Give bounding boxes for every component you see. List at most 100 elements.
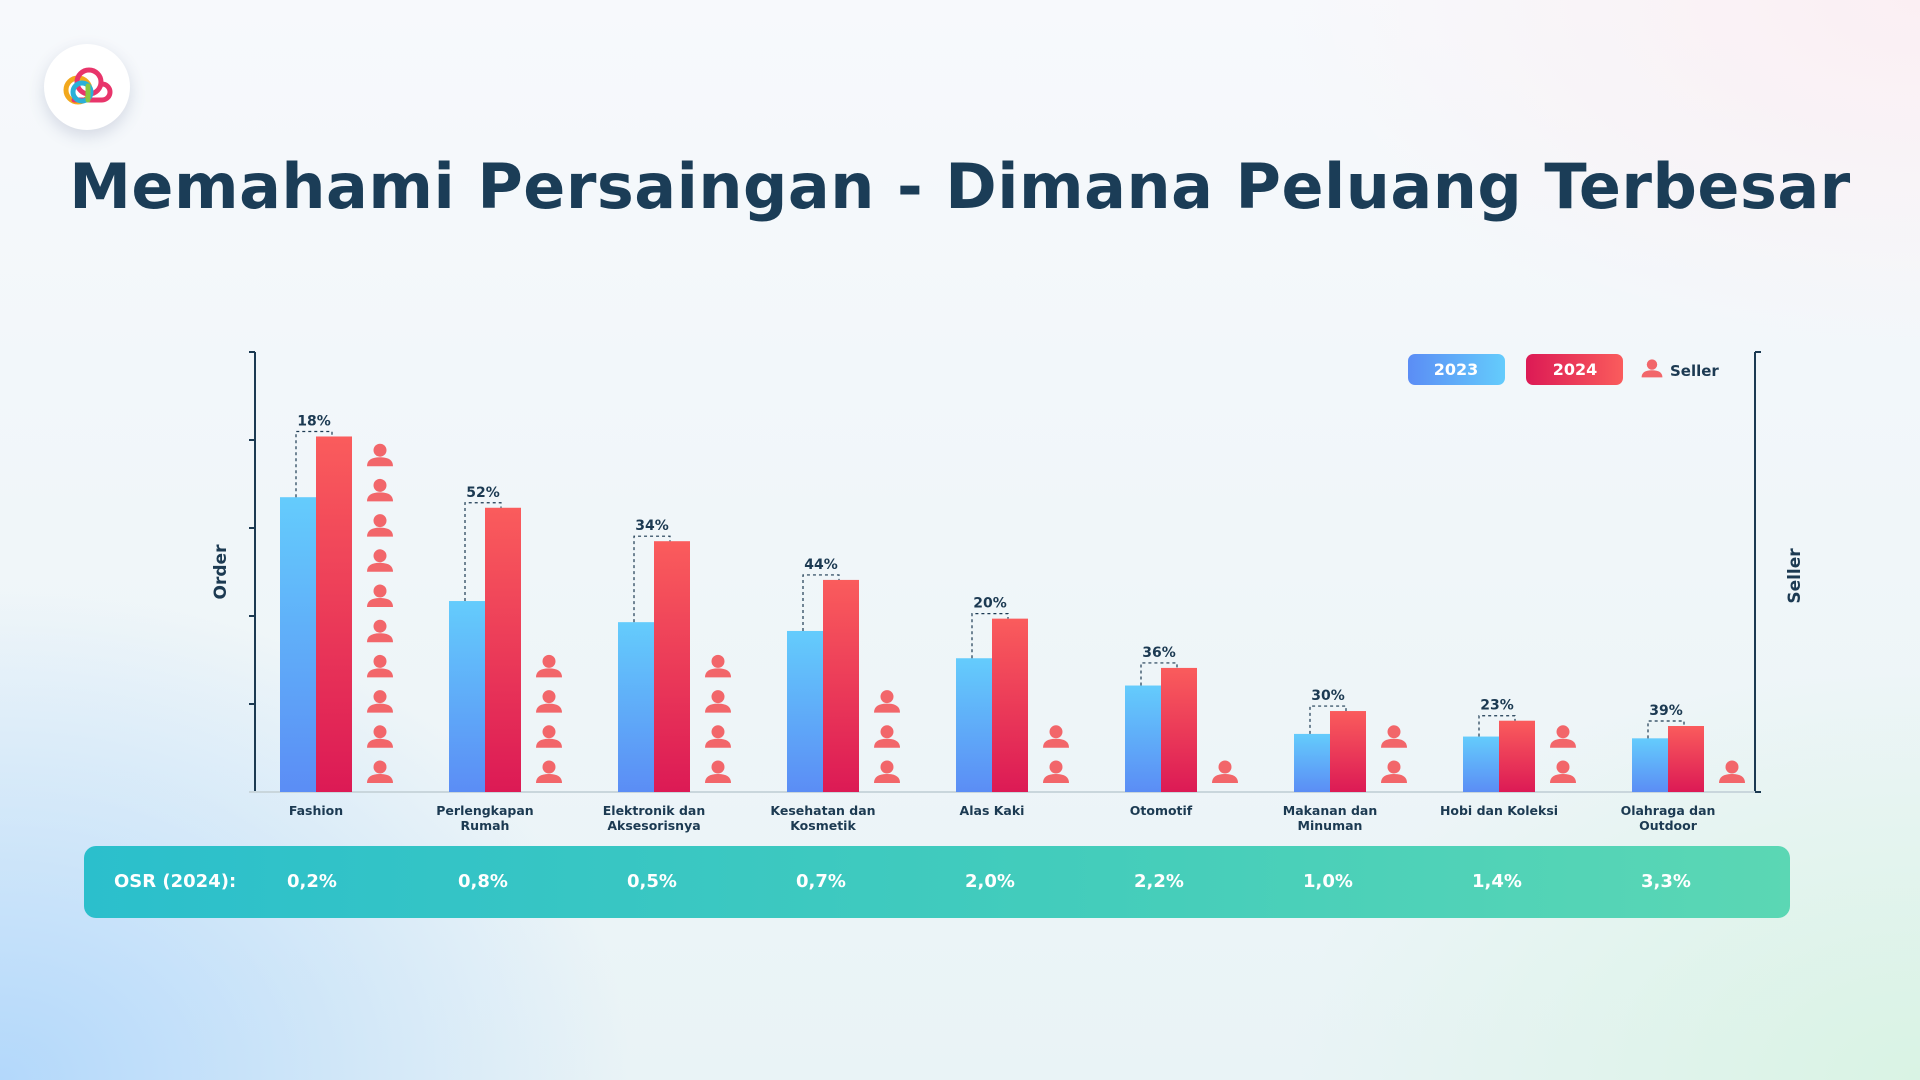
growth-bracket bbox=[971, 613, 1009, 659]
growth-bracket bbox=[464, 502, 502, 602]
bar-2023 bbox=[1463, 736, 1499, 792]
osr-value: 2,0% bbox=[965, 871, 1015, 892]
bar-2023 bbox=[787, 630, 823, 792]
x-tick-label: Outdoor bbox=[1639, 818, 1698, 833]
growth-bracket bbox=[1478, 715, 1516, 737]
seller-icon bbox=[367, 654, 393, 678]
growth-label: 39% bbox=[1649, 703, 1683, 719]
y2-axis-title: Seller bbox=[1785, 548, 1805, 604]
cloud-logo-icon bbox=[63, 67, 113, 105]
legend-swatch-2023 bbox=[1408, 354, 1505, 385]
seller-icon bbox=[367, 725, 393, 748]
seller-icon bbox=[367, 619, 393, 643]
osr-value: 0,8% bbox=[458, 871, 508, 892]
x-tick-label: Elektronik dan bbox=[603, 803, 705, 818]
osr-value: 1,0% bbox=[1303, 871, 1353, 892]
growth-label: 34% bbox=[635, 518, 669, 534]
bar-chart: Order Seller 18% Fashion 52% PerlengkapanRuma… bbox=[211, 351, 1805, 833]
seller-icon bbox=[367, 443, 393, 467]
growth-label: 30% bbox=[1311, 688, 1345, 704]
seller-icon bbox=[705, 654, 731, 678]
bar-2023 bbox=[1632, 738, 1668, 792]
osr-label: OSR (2024): bbox=[114, 871, 237, 892]
seller-icon bbox=[1550, 725, 1576, 748]
brand-logo bbox=[44, 44, 130, 130]
seller-icon bbox=[705, 725, 731, 748]
x-tick-label: Makanan dan bbox=[1283, 803, 1378, 818]
x-tick-label: Fashion bbox=[289, 803, 343, 818]
growth-bracket bbox=[295, 430, 333, 498]
bar-2024 bbox=[316, 436, 352, 792]
growth-bracket bbox=[1140, 662, 1178, 686]
bar-2024 bbox=[1161, 667, 1197, 792]
seller-icon bbox=[367, 549, 393, 572]
seller-icon bbox=[874, 760, 900, 783]
bar-2024 bbox=[1499, 720, 1535, 792]
x-tick-label: Aksesorisnya bbox=[607, 818, 700, 833]
bar-2023 bbox=[1125, 685, 1161, 792]
seller-icon bbox=[1381, 725, 1407, 748]
seller-icon bbox=[367, 514, 393, 537]
seller-icon bbox=[536, 760, 562, 783]
osr-value: 2,2% bbox=[1134, 871, 1184, 892]
bar-2024 bbox=[1330, 711, 1366, 792]
growth-bracket bbox=[1647, 720, 1685, 739]
growth-label: 44% bbox=[804, 557, 838, 573]
bar-2024 bbox=[654, 541, 690, 792]
legend-swatch-2024 bbox=[1526, 354, 1623, 385]
bar-2023 bbox=[1294, 733, 1330, 792]
bar-2024 bbox=[485, 507, 521, 792]
bar-2023 bbox=[618, 622, 654, 792]
growth-label: 23% bbox=[1480, 698, 1514, 714]
page-title: Memahami Persaingan - Dimana Peluang Ter… bbox=[69, 150, 1851, 223]
osr-value: 3,3% bbox=[1641, 871, 1691, 892]
x-tick-label: Rumah bbox=[461, 818, 510, 833]
growth-bracket bbox=[1309, 705, 1347, 734]
bar-2024 bbox=[1668, 726, 1704, 792]
seller-icon bbox=[1381, 760, 1407, 783]
osr-value: 0,5% bbox=[627, 871, 677, 892]
bar-2024 bbox=[992, 618, 1028, 792]
bar-2023 bbox=[280, 497, 316, 792]
seller-icon bbox=[1550, 760, 1576, 783]
osr-value: 0,2% bbox=[287, 871, 337, 892]
seller-icon bbox=[874, 725, 900, 748]
growth-label: 18% bbox=[297, 413, 331, 429]
seller-icon bbox=[367, 478, 393, 502]
growth-bracket bbox=[633, 535, 671, 623]
legend-label-seller: Seller bbox=[1670, 362, 1719, 380]
growth-label: 52% bbox=[466, 485, 500, 501]
seller-icon bbox=[536, 690, 562, 713]
seller-icon bbox=[1043, 760, 1069, 783]
growth-bracket bbox=[802, 574, 840, 631]
seller-legend-icon bbox=[1641, 359, 1663, 378]
seller-icon bbox=[1043, 725, 1069, 748]
x-tick-label: Kosmetik bbox=[790, 818, 856, 833]
bar-2024 bbox=[823, 579, 859, 792]
legend-label-2024: 2024 bbox=[1553, 360, 1598, 379]
seller-icon bbox=[874, 690, 900, 713]
bar-2023 bbox=[956, 658, 992, 792]
x-tick-label: Alas Kaki bbox=[960, 803, 1025, 818]
x-tick-label: Hobi dan Koleksi bbox=[1440, 803, 1558, 818]
seller-icon bbox=[1719, 760, 1745, 783]
osr-value: 0,7% bbox=[796, 871, 846, 892]
bar-2023 bbox=[449, 601, 485, 792]
seller-icon bbox=[367, 690, 393, 713]
seller-icon bbox=[367, 760, 393, 783]
x-tick-label: Perlengkapan bbox=[436, 803, 533, 818]
seller-icon bbox=[367, 584, 393, 607]
growth-label: 36% bbox=[1142, 645, 1176, 661]
legend-label-2023: 2023 bbox=[1434, 360, 1479, 379]
x-tick-label: Minuman bbox=[1298, 818, 1363, 833]
seller-icon bbox=[705, 690, 731, 713]
x-tick-label: Olahraga dan bbox=[1621, 803, 1716, 818]
x-tick-label: Kesehatan dan bbox=[770, 803, 875, 818]
seller-icon bbox=[705, 760, 731, 783]
y-axis-title: Order bbox=[211, 544, 231, 600]
x-tick-label: Otomotif bbox=[1130, 803, 1193, 818]
growth-label: 20% bbox=[973, 596, 1007, 612]
osr-value: 1,4% bbox=[1472, 871, 1522, 892]
seller-icon bbox=[536, 654, 562, 678]
seller-icon bbox=[1212, 760, 1238, 783]
